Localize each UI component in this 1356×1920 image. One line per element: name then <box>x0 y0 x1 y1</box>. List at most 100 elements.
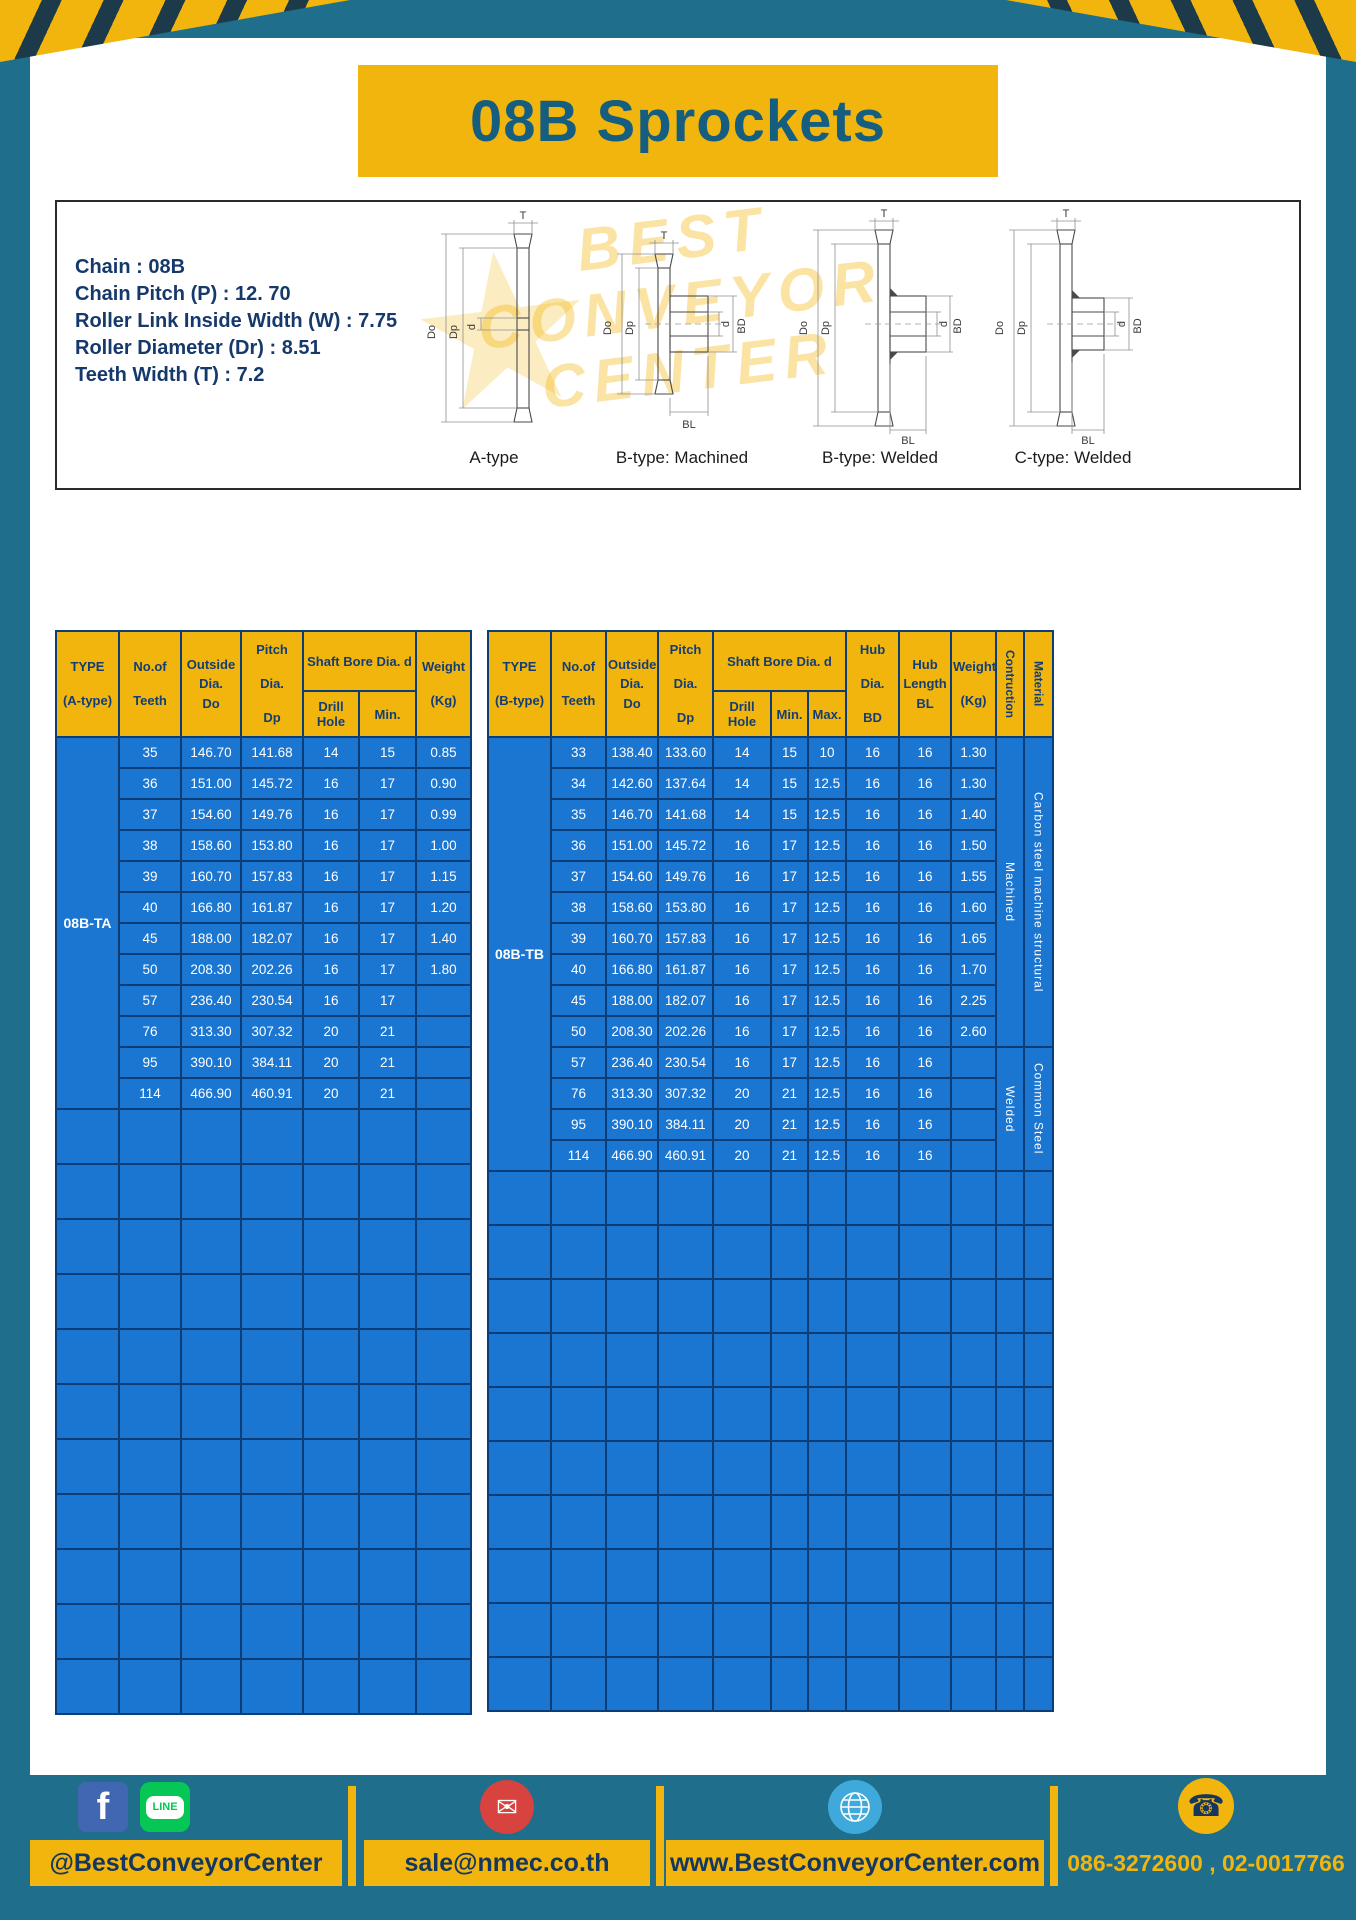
empty-cell <box>807 1224 847 1280</box>
svg-text:Do: Do <box>602 321 614 335</box>
table-cell: 17 <box>358 767 417 800</box>
empty-cell <box>1023 1386 1054 1442</box>
empty-cell <box>807 1332 847 1388</box>
table-cell: 50 <box>550 1015 607 1048</box>
phone-icon: ☎ <box>1178 1778 1234 1834</box>
empty-row <box>55 1108 472 1165</box>
table-row: 57 236.40 230.54 16 17 <box>56 984 472 1017</box>
svg-text:d: d <box>938 321 950 327</box>
empty-row <box>487 1656 1054 1712</box>
table-cell: 182.07 <box>240 922 304 955</box>
table-cell: 16 <box>302 829 360 862</box>
table-b-header: TYPE (B-type) No.of Teeth Outside Dia. D… <box>487 630 1054 738</box>
table-cell: 17 <box>770 1046 809 1079</box>
empty-cell <box>180 1603 242 1660</box>
empty-cell <box>302 1438 360 1495</box>
table-cell: 21 <box>770 1077 809 1110</box>
empty-cell <box>898 1656 952 1712</box>
table-cell: 1.40 <box>415 922 472 955</box>
line-bubble-icon: LINE <box>146 1795 184 1819</box>
svg-text:BL: BL <box>682 419 695 431</box>
table-cell: 16 <box>302 922 360 955</box>
col-header-teeth: No.of Teeth <box>118 630 182 738</box>
table-a-header: TYPE (A-type) No.of Teeth Outside Dia. D… <box>55 630 472 738</box>
diagram-box: ★ BEST CONVEYOR CENTER Chain : 08B Chain … <box>55 194 1301 490</box>
empty-cell <box>487 1602 552 1658</box>
svg-text:Dp: Dp <box>820 321 832 335</box>
table-cell: 12.5 <box>807 922 847 955</box>
footer-divider <box>1050 1786 1058 1886</box>
empty-row <box>55 1548 472 1605</box>
table-cell: 35 <box>550 798 607 831</box>
table-cell: 149.76 <box>240 798 304 831</box>
empty-row <box>55 1493 472 1550</box>
table-cell <box>950 1077 997 1110</box>
empty-cell <box>845 1170 900 1226</box>
table-cell: 208.30 <box>605 1015 659 1048</box>
table-cell: 16 <box>302 984 360 1017</box>
table-cell: 17 <box>770 953 809 986</box>
material-cell: Carbon steel machine structural <box>1023 736 1054 1048</box>
table-cell: 16 <box>845 829 900 862</box>
table-row: 08B-TA 35 146.70 141.68 14 15 0.85 <box>55 736 472 1110</box>
facebook-handle: @BestConveyorCenter <box>49 1848 323 1877</box>
empty-cell <box>1023 1656 1054 1712</box>
spec-line: Chain Pitch (P) : 12. 70 <box>75 283 291 305</box>
svg-text:BD: BD <box>1132 318 1144 333</box>
table-row: 95 390.10 384.11 20 21 <box>56 1046 472 1079</box>
svg-text:Do: Do <box>798 321 810 335</box>
table-cell: 1.00 <box>415 829 472 862</box>
table-cell: 12.5 <box>807 1139 847 1172</box>
empty-cell <box>302 1603 360 1660</box>
empty-cell <box>415 1383 472 1440</box>
empty-cell <box>302 1218 360 1275</box>
table-cell: 137.64 <box>657 767 714 800</box>
table-cell: 16 <box>845 1046 900 1079</box>
table-cell: 12.5 <box>807 891 847 924</box>
empty-cell <box>55 1273 120 1330</box>
line-app-icon: LINE <box>140 1782 190 1832</box>
table-cell: 35 <box>118 736 182 769</box>
table-row: 38 158.60 153.80 16 17 12.5 16 16 1.60 <box>488 891 1053 924</box>
empty-cell <box>657 1548 714 1604</box>
table-cell: 45 <box>550 984 607 1017</box>
empty-cell <box>898 1224 952 1280</box>
empty-cell <box>302 1163 360 1220</box>
table-cell: 160.70 <box>605 922 659 955</box>
sprocket-drawing-c-welded-icon: T Do Dp d <box>994 208 1144 447</box>
table-cell <box>415 984 472 1017</box>
col-header-max: Max. <box>807 690 847 738</box>
table-cell: 36 <box>550 829 607 862</box>
empty-cell <box>118 1108 182 1165</box>
empty-cell <box>302 1383 360 1440</box>
table-row: 37 154.60 149.76 16 17 12.5 16 16 1.55 <box>488 860 1053 893</box>
table-cell: 16 <box>845 736 900 769</box>
table-cell: 17 <box>770 829 809 862</box>
svg-text:BD: BD <box>952 318 964 333</box>
table-row: 39 160.70 157.83 16 17 12.5 16 16 1.65 <box>488 922 1053 955</box>
empty-cell <box>712 1224 772 1280</box>
table-cell: 1.30 <box>950 767 997 800</box>
empty-cell <box>550 1548 607 1604</box>
empty-cell <box>657 1170 714 1226</box>
empty-cell <box>118 1273 182 1330</box>
table-cell: 188.00 <box>180 922 242 955</box>
table-cell: 12.5 <box>807 860 847 893</box>
table-cell: 16 <box>898 922 952 955</box>
table-cell: 16 <box>712 829 772 862</box>
col-header-outside-dia: Outside Dia. Do <box>180 630 242 738</box>
empty-cell <box>415 1108 472 1165</box>
table-cell: 50 <box>118 953 182 986</box>
empty-cell <box>1023 1440 1054 1496</box>
table-cell: 16 <box>898 860 952 893</box>
table-cell: 20 <box>712 1139 772 1172</box>
empty-cell <box>118 1493 182 1550</box>
table-cell: 16 <box>845 798 900 831</box>
table-cell: 188.00 <box>605 984 659 1017</box>
empty-cell <box>712 1656 772 1712</box>
empty-cell <box>55 1603 120 1660</box>
table-row: 36 151.00 145.72 16 17 0.90 <box>56 767 472 800</box>
table-cell: 17 <box>358 891 417 924</box>
empty-cell <box>302 1493 360 1550</box>
empty-cell <box>770 1170 809 1226</box>
